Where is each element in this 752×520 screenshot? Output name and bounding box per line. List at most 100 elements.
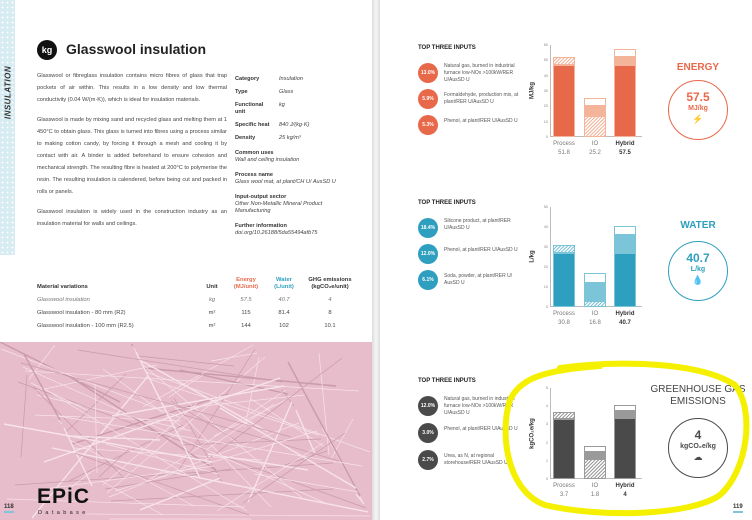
indicator-value: 4 [694,428,702,442]
bar-category-label: IO [591,141,599,147]
cell: kg [208,296,216,303]
bar-category-label: Process [553,311,575,317]
table-row: Glasswool insulation - 100 mm (R2.5) m² 14… [37,319,357,332]
y-tick-label: 50 [543,205,548,209]
indicator-value: 40.7 [686,251,710,265]
top-inputs-heading: TOP THREE INPUTS [418,378,476,384]
epic-logo: EPiC [37,485,91,508]
bar-category-label: Hybrid [615,311,635,317]
bar-total-label: 4 [623,492,627,498]
input-share-badge: 6.1% [418,270,438,290]
input-share-badge: 12.0% [418,396,438,416]
y-tick-label: 10 [543,119,548,124]
table-row: Glasswool insulation - 80 mm (R2) m² 115 81… [37,306,357,319]
property-column: Category Insulation Type Glass Functional … [235,76,365,237]
info-heading: Input-output sector [235,194,287,200]
col-energy: Energy (MJ/unit) [233,277,259,290]
input-description: Phenol, at plant/RER U/AusSD U [444,118,518,124]
input-share-badge: 13.0% [418,63,438,83]
y-tick-label: 20 [543,265,548,269]
section-strip [0,0,15,255]
indicator-ring: 57.5 MJ/kg ⚡ [668,80,728,140]
y-axis-label: MJ/kg [529,82,536,100]
table-header-row: Material variations Unit Energy (MJ/unit)… [37,275,357,293]
section-label: INSULATION [3,65,13,120]
bar-category-label: Hybrid [615,483,635,489]
input-description: Urea, as N, at regional storehouse/RER U… [444,453,508,466]
bar-segment-hatch [553,411,575,419]
input-share-badge: 3.0% [418,423,438,443]
bar-total-label: 1.8 [590,492,600,498]
bar-segment-solid [553,64,575,137]
unit-badge: kg [37,40,57,60]
property-value: kg [279,102,285,108]
page-number-right: 119 [733,503,743,513]
bar-segment-white [614,225,636,235]
col-water: Water (L/unit) [274,277,294,290]
bar-segment-solid [614,418,636,479]
bar-segment-white [584,98,606,107]
bar-segment-hatch [584,301,606,307]
bar-segment-solid [553,253,575,307]
cell: m² [208,322,216,329]
y-tick-label: 4 [545,404,548,409]
info-heading: Further information [235,223,287,229]
cell: m² [208,309,216,316]
y-tick-label: 0 [545,135,548,139]
y-tick-label: 0 [545,477,548,481]
property-key: Category [235,76,260,82]
indicator-unit: MJ/kg [688,105,708,112]
cell: 115 [241,309,251,316]
page-title: Glasswool insulation [66,41,207,57]
bar-segment-hatch [553,245,575,253]
cell: 57.5 [240,296,252,303]
bar-segment-hatch [553,57,575,65]
material-variations-table: Material variations Unit Energy (MJ/unit)… [37,275,357,332]
bar-segment-white [614,405,636,411]
top-inputs-heading: TOP THREE INPUTS [418,200,476,206]
col-name: Material variations [37,284,88,290]
info-block: Process name Glass wool mat, at plant/CH … [235,172,345,186]
input-share-badge: 5.9% [418,89,438,109]
info-block: Common uses Wall and ceiling insulation [235,150,345,164]
body-text: Glasswool or fibreglass insulation conta… [37,70,227,238]
lightning-icon: ⚡ [692,114,704,124]
info-block: Input-output sector Other Non-Metallic Mi… [235,194,345,215]
input-description: Natural gas, burned in industrial furnac… [444,396,515,416]
bar-segment-white [584,446,606,452]
property-row: Density 25 kg/m³ [235,135,365,142]
cell: Glasswool insulation - 100 mm (R2.5) [37,322,134,329]
y-tick-label: 30 [543,89,548,93]
info-text: Other Non-Metallic Mineral Product Manuf… [235,201,323,214]
bar-total-label: 40.7 [619,320,631,326]
y-tick-label: 30 [543,245,548,249]
input-description: Silicone product, at plant/RER U/AusSD U [444,218,511,231]
bar-segment-white [584,273,606,283]
property-key: Specific heat [235,122,270,128]
y-axis-label: L/kg [529,250,536,263]
bar-category-label: IO [591,311,599,317]
cell: 10.1 [324,322,336,329]
info-heading: Common uses [235,150,274,156]
input-description: Formaldehyde, production mix, at plant/R… [444,92,519,105]
y-tick-label: 40 [543,73,548,78]
bar-total-label: 57.5 [619,150,631,156]
page-number-left: 118 [4,503,14,513]
y-tick-label: 3 [545,422,548,427]
bar-segment-light [614,235,636,253]
property-value: Glass [279,89,294,95]
property-row: Specific heat 840 J/(kg·K) [235,122,365,129]
property-value: 840 J/(kg·K) [279,122,310,128]
page-gutter [372,0,380,520]
bar-segment-light [614,410,636,419]
input-share-badge: 5.3% [418,115,438,135]
cell: 144 [241,322,251,329]
doi-link[interactable]: doi.org/10.26188/5da55494afb75 [235,230,318,236]
paragraph: Glasswool insulation is widely used in t… [37,209,227,227]
property-key: Functional unit [235,102,264,115]
property-key: Density [235,135,256,141]
bar-segment-light [584,283,606,301]
bar-total-label: 3.7 [559,492,569,498]
cell: 102 [279,322,289,329]
property-row: Category Insulation [235,76,365,83]
